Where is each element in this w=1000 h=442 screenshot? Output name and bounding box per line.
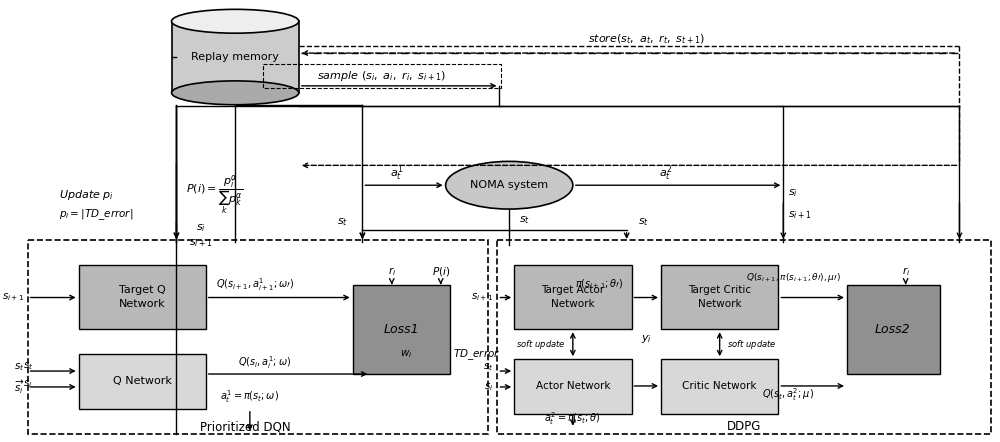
Text: Critic Network: Critic Network [682, 381, 757, 391]
Text: $a_t^2=\pi(s_t;\theta)$: $a_t^2=\pi(s_t;\theta)$ [544, 410, 601, 427]
Text: Target Critic: Target Critic [688, 285, 751, 294]
Text: $P(i)$: $P(i)$ [432, 265, 450, 278]
Text: $\overrightarrow{s_i}$: $\overrightarrow{s_i}$ [14, 378, 25, 396]
Text: $s_t$: $s_t$ [337, 216, 348, 228]
Text: Network: Network [698, 300, 741, 309]
Text: Loss1: Loss1 [384, 323, 419, 336]
Ellipse shape [446, 161, 573, 209]
Text: Loss2: Loss2 [875, 323, 911, 336]
Text: $\mathit{p_i=|TD\_error|}$: $\mathit{p_i=|TD\_error|}$ [59, 208, 133, 222]
Text: Replay memory: Replay memory [191, 52, 279, 62]
Text: $Q(s_i,a_i^1;\omega)$: $Q(s_i,a_i^1;\omega)$ [238, 354, 291, 370]
Text: $r_i$: $r_i$ [902, 265, 910, 278]
Text: NOMA system: NOMA system [470, 180, 548, 190]
Bar [28, 240, 488, 434]
Text: $P(i)=\dfrac{p_i^{\alpha}}{\sum_k p_k^{\alpha}}$: $P(i)=\dfrac{p_i^{\alpha}}{\sum_k p_k^{\… [186, 174, 243, 217]
Text: $s_{i+1}$: $s_{i+1}$ [2, 292, 25, 303]
Bar [172, 21, 299, 93]
Bar [79, 354, 206, 409]
Text: $Q(s_t,a_t^2;\mu)$: $Q(s_t,a_t^2;\mu)$ [762, 386, 814, 403]
Text: $s_i$: $s_i$ [788, 187, 798, 199]
Text: $\mathit{Update\ p_i}$: $\mathit{Update\ p_i}$ [59, 188, 114, 202]
Text: $a_t^2$: $a_t^2$ [659, 164, 673, 183]
Bar [514, 265, 632, 329]
Text: Target Actor: Target Actor [541, 285, 604, 294]
Ellipse shape [172, 9, 299, 33]
Text: $a_t^1$: $a_t^1$ [390, 164, 403, 183]
Text: $s_{i+1}$: $s_{i+1}$ [788, 209, 812, 221]
Text: $s_t$: $s_t$ [638, 216, 649, 228]
Bar [847, 285, 940, 374]
Text: $Q(s_{i+1},\pi(s_{i+1};\theta\prime),\mu\prime)$: $Q(s_{i+1},\pi(s_{i+1};\theta\prime),\mu… [746, 271, 840, 284]
Text: $soft\ update$: $soft\ update$ [516, 338, 566, 351]
Text: $s_t$: $s_t$ [14, 361, 25, 373]
Text: $\pi(s_{i+1};\theta\prime)$: $\pi(s_{i+1};\theta\prime)$ [575, 278, 623, 291]
Text: $TD\_error$: $TD\_error$ [453, 347, 501, 362]
Text: Q Network: Q Network [113, 376, 172, 386]
Text: $s_t$: $s_t$ [519, 214, 530, 226]
Bar [79, 265, 206, 329]
Text: Network: Network [119, 300, 165, 309]
Text: $r_i$: $r_i$ [388, 265, 396, 278]
Text: $s_t$: $s_t$ [23, 360, 33, 372]
Text: $w_i$: $w_i$ [400, 348, 412, 360]
Text: DDPG: DDPG [727, 420, 761, 433]
Text: $Q(s_{i+1},a_{i+1}^1;\omega\prime)$: $Q(s_{i+1},a_{i+1}^1;\omega\prime)$ [216, 276, 294, 293]
Text: $s_{i+1}$: $s_{i+1}$ [471, 292, 494, 303]
Text: Actor Network: Actor Network [536, 381, 610, 391]
Bar [661, 265, 778, 329]
Text: $y_i$: $y_i$ [641, 333, 652, 345]
Text: Network: Network [551, 300, 595, 309]
Text: $s_i$: $s_i$ [484, 381, 494, 393]
Text: $s_t$: $s_t$ [483, 361, 494, 373]
Bar [514, 359, 632, 414]
Text: $a_t^1=\pi(s_t;\omega)$: $a_t^1=\pi(s_t;\omega)$ [220, 389, 279, 405]
Text: $\mathit{store}(s_t,\ a_t,\ r_t,\ s_{t+1})$: $\mathit{store}(s_t,\ a_t,\ r_t,\ s_{t+1… [588, 32, 705, 46]
Text: $\mathit{sample\ }(s_i,\ a_i,\ r_i,\ s_{i+1})$: $\mathit{sample\ }(s_i,\ a_i,\ r_i,\ s_{… [317, 69, 447, 83]
Text: Prioritized DQN: Prioritized DQN [200, 420, 290, 433]
Ellipse shape [172, 81, 299, 105]
Text: $s_i$: $s_i$ [23, 378, 32, 390]
Bar [353, 285, 450, 374]
Text: Target Q: Target Q [119, 285, 166, 294]
Bar [661, 359, 778, 414]
Text: $s_i$: $s_i$ [196, 222, 206, 234]
Bar [497, 240, 991, 434]
Text: $soft\ update$: $soft\ update$ [727, 338, 776, 351]
Bar [263, 64, 501, 88]
Text: $s_{i+1}$: $s_{i+1}$ [189, 237, 213, 249]
